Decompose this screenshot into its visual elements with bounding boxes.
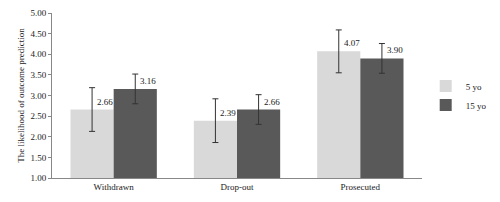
svg-text:3.50: 3.50 <box>30 70 46 80</box>
svg-text:15 yo: 15 yo <box>466 101 487 111</box>
svg-text:Withdrawn: Withdrawn <box>94 182 135 192</box>
svg-text:4.00: 4.00 <box>30 49 46 59</box>
svg-text:5 yo: 5 yo <box>466 82 482 92</box>
svg-text:3.00: 3.00 <box>30 91 46 101</box>
svg-text:2.39: 2.39 <box>220 108 236 118</box>
svg-text:3.90: 3.90 <box>387 45 403 55</box>
svg-text:The likelihood of outcome pred: The likelihood of outcome prediction <box>16 28 26 163</box>
svg-text:4.07: 4.07 <box>344 38 360 48</box>
svg-text:Drop-out: Drop-out <box>221 182 254 192</box>
svg-text:2.66: 2.66 <box>97 97 113 107</box>
svg-text:Prosecuted: Prosecuted <box>341 182 381 192</box>
svg-text:5.00: 5.00 <box>30 8 46 18</box>
svg-text:2.00: 2.00 <box>30 132 46 142</box>
svg-text:1.50: 1.50 <box>30 153 46 163</box>
svg-text:4.50: 4.50 <box>30 29 46 39</box>
svg-text:2.66: 2.66 <box>264 97 280 107</box>
svg-text:1.00: 1.00 <box>30 173 46 183</box>
svg-text:3.16: 3.16 <box>140 76 156 86</box>
svg-text:2.50: 2.50 <box>30 111 46 121</box>
